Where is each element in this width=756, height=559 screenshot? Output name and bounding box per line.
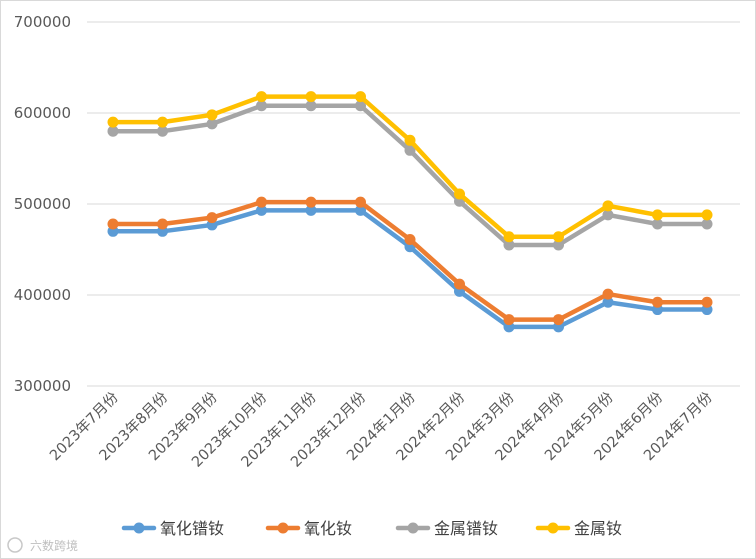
legend-marker — [407, 522, 419, 534]
data-point — [652, 296, 663, 308]
data-point — [602, 296, 614, 308]
watermark-text: 六数跨境 — [30, 538, 78, 553]
data-point — [652, 209, 663, 221]
data-point — [701, 209, 713, 221]
data-point — [602, 209, 614, 221]
data-point — [107, 218, 119, 230]
data-point — [305, 91, 317, 103]
data-point — [206, 109, 218, 121]
data-point — [701, 296, 713, 308]
legend-label: 氧化钕 — [304, 519, 352, 538]
data-point — [404, 144, 416, 156]
data-point — [305, 204, 317, 216]
y-tick-label: 300000 — [14, 377, 71, 395]
data-point — [553, 314, 564, 326]
data-point — [256, 100, 267, 112]
data-point — [355, 100, 366, 112]
y-tick-label: 700000 — [14, 13, 71, 31]
data-point — [256, 196, 267, 208]
legend-label: 金属镨钕 — [434, 519, 498, 538]
y-tick-label: 600000 — [14, 104, 71, 122]
y-tick-label: 500000 — [14, 195, 71, 213]
series-line-1 — [110, 208, 710, 330]
data-point — [503, 314, 515, 326]
data-point — [305, 100, 317, 112]
data-point — [701, 218, 713, 230]
data-point — [256, 91, 267, 103]
data-point — [256, 204, 267, 216]
data-point — [503, 239, 515, 251]
data-point — [305, 196, 317, 208]
legend-label: 金属钕 — [574, 519, 622, 538]
data-point — [355, 196, 366, 208]
data-point — [454, 188, 465, 200]
data-point — [107, 116, 119, 128]
data-point — [553, 239, 564, 251]
data-point — [553, 231, 564, 243]
legend-marker — [277, 522, 289, 534]
watermark-logo-icon — [7, 537, 23, 553]
y-tick-label: 400000 — [14, 286, 71, 304]
data-point — [206, 118, 218, 130]
data-point — [206, 212, 218, 224]
data-point — [652, 218, 663, 230]
data-point — [602, 200, 614, 212]
data-point — [602, 288, 614, 300]
legend-marker — [133, 522, 145, 534]
data-point — [355, 91, 366, 103]
data-point — [157, 125, 168, 137]
data-point — [355, 204, 366, 216]
data-point — [454, 278, 465, 290]
data-point — [107, 125, 119, 137]
data-point — [404, 233, 416, 245]
legend-label: 氧化镨钕 — [160, 519, 224, 538]
legend-marker — [547, 522, 559, 534]
data-point — [404, 134, 416, 146]
data-point — [157, 116, 168, 128]
data-point — [503, 231, 515, 243]
data-point — [157, 218, 168, 230]
